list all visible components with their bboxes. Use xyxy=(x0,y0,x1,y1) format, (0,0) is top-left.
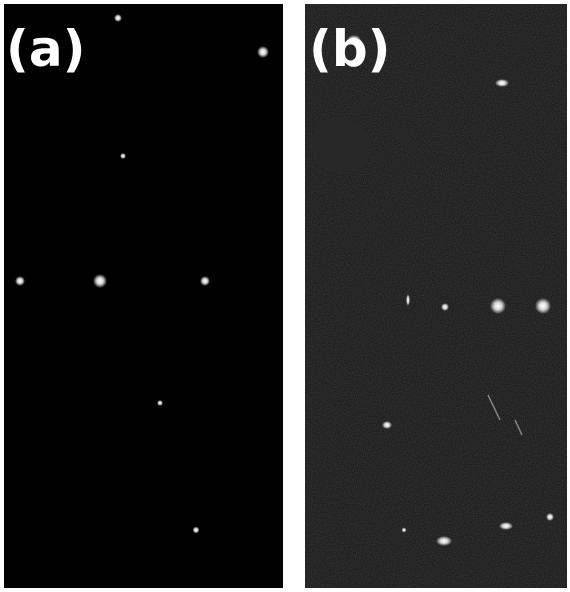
panel-noise xyxy=(305,4,567,588)
spot xyxy=(401,527,407,533)
spot xyxy=(546,513,554,521)
streak xyxy=(514,419,523,436)
spot xyxy=(495,79,509,87)
spot xyxy=(499,522,513,530)
spot xyxy=(441,303,449,311)
spot xyxy=(15,276,25,286)
spot xyxy=(436,536,452,546)
panel-background xyxy=(4,4,283,588)
spot xyxy=(200,276,210,286)
spot xyxy=(157,400,163,406)
streak xyxy=(487,394,501,421)
spot xyxy=(535,298,551,314)
spot xyxy=(114,14,122,22)
panel-label: (b) xyxy=(309,20,391,78)
spot xyxy=(257,46,269,58)
spot xyxy=(120,153,126,159)
panel-b: (b) xyxy=(305,4,567,588)
spot xyxy=(347,35,361,45)
spots xyxy=(15,14,269,534)
panel-a: (a) xyxy=(4,4,283,588)
spot xyxy=(192,526,200,534)
spot xyxy=(406,294,410,306)
spots xyxy=(310,35,554,546)
spot xyxy=(382,421,392,429)
spot xyxy=(93,274,107,288)
spot xyxy=(310,117,370,173)
panel-label: (a) xyxy=(6,20,85,78)
spot xyxy=(490,298,506,314)
